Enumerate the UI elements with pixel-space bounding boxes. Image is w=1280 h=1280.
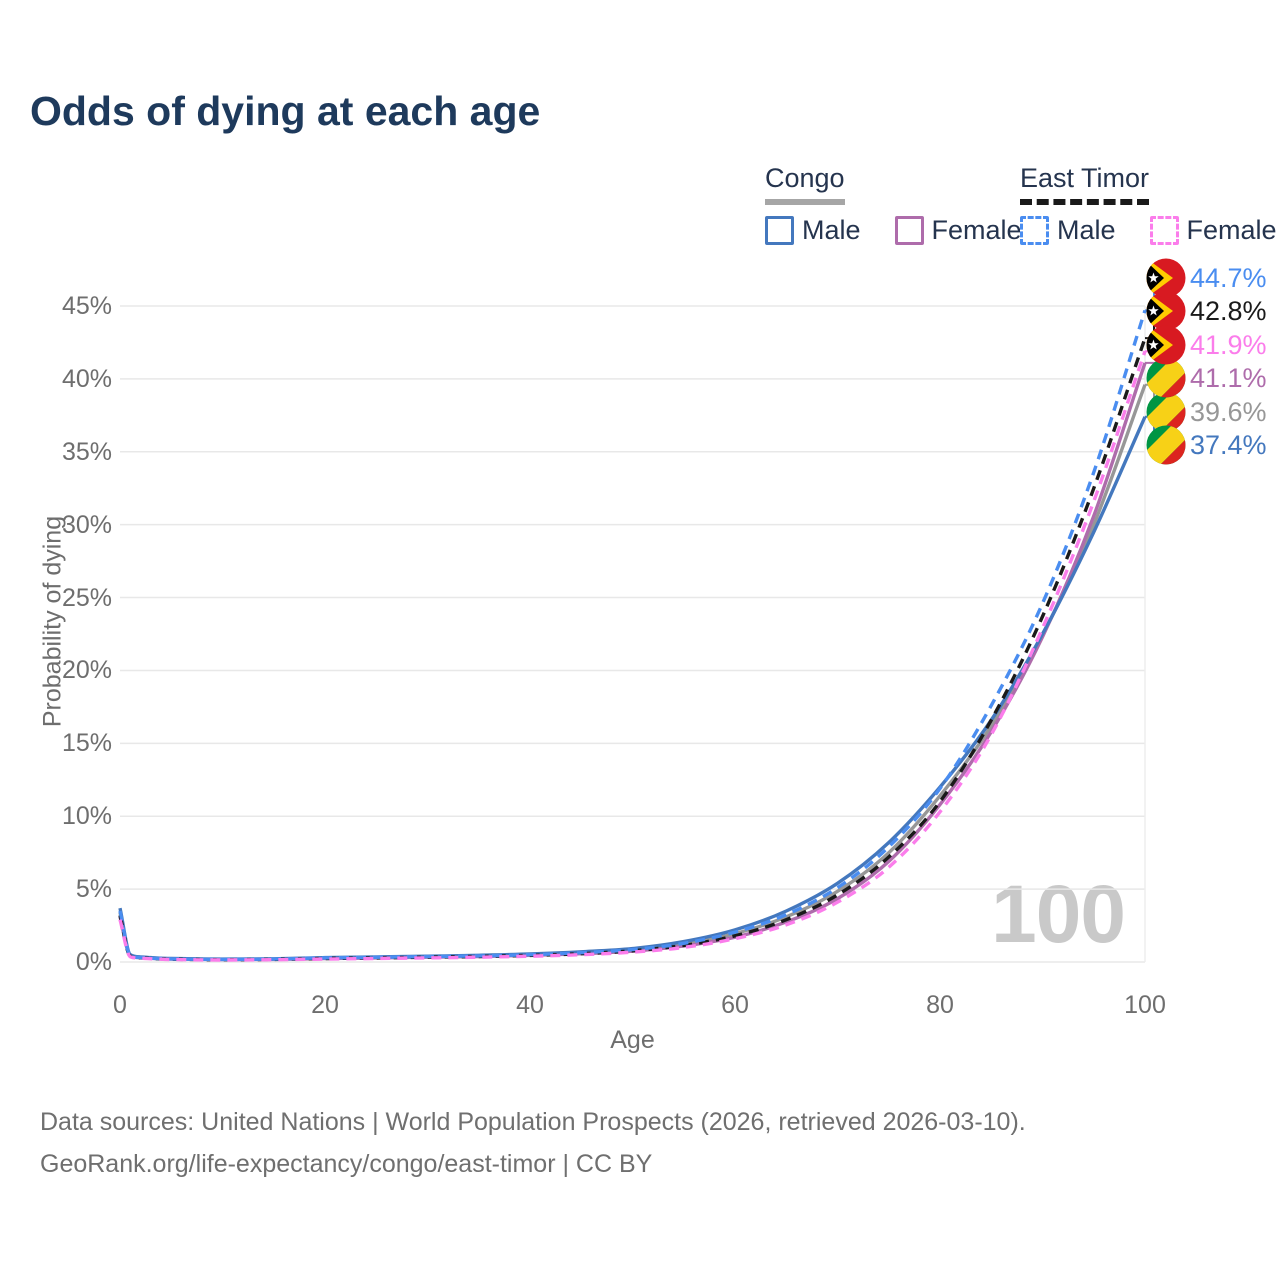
- congo-male-swatch-icon: [765, 216, 794, 245]
- legend-item-east-timor-male[interactable]: Male: [1020, 215, 1116, 246]
- y-tick-label: 30%: [61, 510, 112, 539]
- legend-items-congo: Male Female: [765, 215, 1022, 246]
- legend-group-congo: Congo Male Female: [765, 163, 1022, 246]
- legend-items-east-timor: Male Female: [1020, 215, 1277, 246]
- y-tick-label: 35%: [61, 437, 112, 466]
- y-tick-label: 5%: [75, 875, 112, 904]
- legend-header-east-timor[interactable]: East Timor: [1020, 163, 1150, 205]
- page-title: Odds of dying at each age: [30, 88, 541, 134]
- series-line-congo-male: [118, 416, 1147, 961]
- congo-flag-icon: [1146, 392, 1186, 432]
- east-timor-female-swatch-icon: [1149, 216, 1179, 245]
- legend-item-label: Female: [931, 215, 1022, 245]
- x-tick-label: 40: [516, 991, 544, 1019]
- y-axis-title: Probability of dying: [38, 515, 67, 728]
- x-tick-label: 60: [721, 991, 749, 1019]
- age-counter-watermark: 100: [991, 869, 1126, 960]
- east-timor-male-swatch-icon: [1020, 216, 1049, 245]
- series-line-east-timor-female: [118, 350, 1147, 962]
- legend-item-label: Male: [1057, 215, 1116, 245]
- end-label-37.4pct: 37.4%: [1190, 430, 1267, 460]
- y-tick-label: 20%: [61, 656, 112, 685]
- end-label-42.8pct: 42.8%: [1190, 296, 1267, 327]
- x-tick-label: 0: [113, 991, 127, 1019]
- legend-item-congo-male[interactable]: Male: [765, 215, 861, 246]
- east-timor-flag-icon: [1146, 291, 1186, 331]
- x-tick-label: 100: [1124, 991, 1166, 1019]
- legend-group-east-timor: East Timor Male Female: [1020, 163, 1277, 246]
- congo-flag-icon: [1146, 425, 1186, 465]
- series-line-east-timor-both-sexes: [118, 337, 1147, 962]
- end-label-41.9pct: 41.9%: [1190, 329, 1267, 360]
- y-tick-label: 25%: [61, 583, 112, 612]
- east-timor-flag-icon: [1146, 258, 1186, 298]
- x-tick-label: 80: [926, 991, 954, 1019]
- congo-female-swatch-icon: [894, 216, 924, 245]
- legend-header-congo[interactable]: Congo: [765, 163, 845, 205]
- legend-item-label: Male: [802, 215, 861, 245]
- y-tick-label: 45%: [61, 292, 112, 320]
- end-label-44.7pct: 44.7%: [1190, 263, 1267, 293]
- y-tick-label: 0%: [75, 948, 112, 976]
- legend-item-label: Female: [1186, 215, 1277, 245]
- footer-source-line2[interactable]: GeoRank.org/life-expectancy/congo/east-t…: [40, 1150, 653, 1178]
- end-label-41.1pct: 41.1%: [1190, 363, 1267, 394]
- congo-flag-icon: [1146, 358, 1186, 398]
- x-tick-label: 20: [311, 991, 339, 1019]
- east-timor-flag-icon: [1146, 325, 1186, 365]
- y-tick-label: 15%: [61, 729, 112, 758]
- legend-item-congo-female[interactable]: Female: [894, 215, 1022, 246]
- x-axis-title: Age: [610, 1026, 655, 1054]
- end-label-39.6pct: 39.6%: [1190, 396, 1267, 427]
- legend-item-east-timor-female[interactable]: Female: [1149, 215, 1277, 246]
- series-line-east-timor-male: [118, 309, 1147, 962]
- series-line-congo-both-sexes: [118, 384, 1147, 961]
- y-tick-label: 10%: [61, 802, 112, 831]
- footer-source-line1: Data sources: United Nations | World Pop…: [40, 1108, 1026, 1136]
- y-tick-label: 40%: [61, 364, 112, 393]
